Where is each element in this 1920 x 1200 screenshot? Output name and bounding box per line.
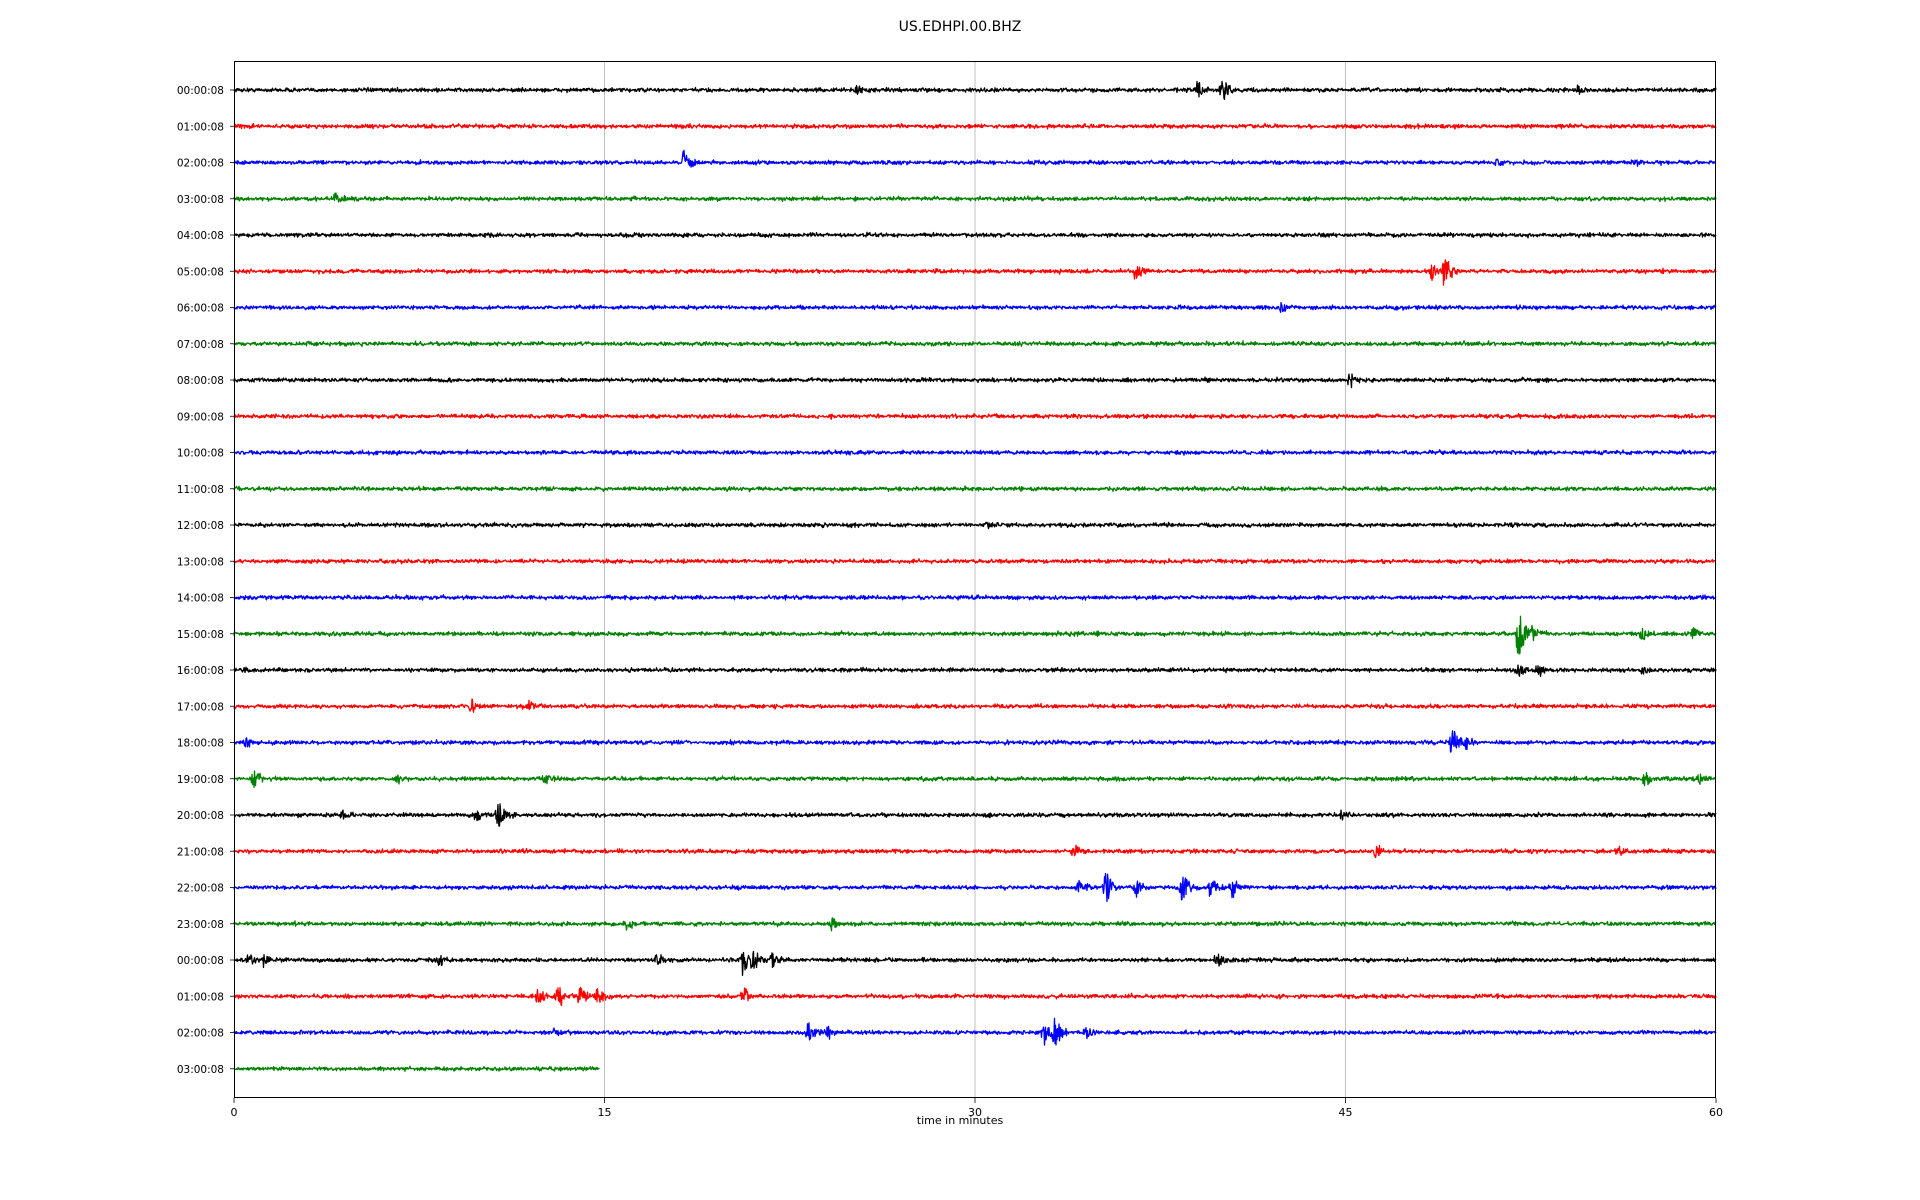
trace-row-15 (233, 615, 1717, 655)
x-axis-label: time in minutes (916, 1114, 1004, 1127)
trace-layer (233, 80, 1717, 1072)
row-label-19: 19:00:08 (177, 774, 224, 786)
trace-row-5 (233, 259, 1717, 286)
trace-row-6 (233, 302, 1717, 313)
trace-row-10 (233, 449, 1717, 456)
trace-row-27 (233, 1065, 600, 1072)
row-label-0: 00:00:08 (177, 85, 224, 97)
row-label-27: 03:00:08 (177, 1064, 224, 1076)
trace-row-14 (233, 594, 1717, 601)
grid-layer (604, 61, 1346, 1098)
trace-row-22 (233, 872, 1717, 903)
trace-row-9 (233, 412, 1717, 420)
row-label-3: 03:00:08 (177, 194, 224, 206)
chart-title: US.EDHPI.00.BHZ (898, 19, 1022, 35)
trace-row-2 (233, 149, 1717, 168)
trace-row-21 (233, 844, 1717, 859)
row-label-17: 17:00:08 (177, 701, 224, 713)
x-tick-label-4: 60 (1709, 1106, 1723, 1119)
trace-row-19 (233, 770, 1717, 789)
trace-row-4 (233, 231, 1717, 239)
row-label-8: 08:00:08 (177, 375, 224, 387)
trace-row-23 (233, 917, 1717, 932)
x-tick-label-3: 45 (1339, 1106, 1353, 1119)
row-label-21: 21:00:08 (177, 846, 224, 858)
row-label-layer: 00:00:08 01:00:08 02:00:08 03:00:08 04:00:08… (177, 85, 234, 1076)
row-label-16: 16:00:08 (177, 665, 224, 677)
row-label-5: 05:00:08 (177, 266, 224, 278)
x-tick-label-2: 30 (968, 1106, 982, 1119)
row-label-12: 12:00:08 (177, 520, 224, 532)
trace-row-8 (233, 373, 1717, 389)
plot-frame (234, 61, 1716, 1098)
row-label-26: 02:00:08 (177, 1028, 224, 1040)
trace-row-7 (233, 340, 1717, 348)
row-label-2: 02:00:08 (177, 158, 224, 170)
row-label-24: 00:00:08 (177, 955, 224, 967)
row-label-1: 01:00:08 (177, 121, 224, 133)
row-label-10: 10:00:08 (177, 448, 224, 460)
row-label-9: 09:00:08 (177, 411, 224, 423)
row-label-20: 20:00:08 (177, 810, 224, 822)
x-tick-label-0: 0 (231, 1106, 238, 1119)
trace-row-13 (233, 557, 1717, 565)
row-label-18: 18:00:08 (177, 738, 224, 750)
row-label-7: 07:00:08 (177, 339, 224, 351)
row-label-13: 13:00:08 (177, 556, 224, 568)
row-label-4: 04:00:08 (177, 230, 224, 242)
row-label-22: 22:00:08 (177, 883, 224, 895)
trace-row-16 (233, 664, 1717, 678)
trace-row-1 (233, 122, 1717, 130)
row-label-25: 01:00:08 (177, 991, 224, 1003)
x-tick-label-1: 15 (598, 1106, 612, 1119)
trace-row-25 (233, 986, 1717, 1007)
trace-row-17 (233, 698, 1717, 713)
row-label-11: 11:00:08 (177, 484, 224, 496)
row-label-23: 23:00:08 (177, 919, 224, 931)
trace-row-24 (233, 950, 1717, 977)
trace-row-11 (233, 485, 1717, 493)
trace-row-0 (233, 80, 1717, 100)
row-label-14: 14:00:08 (177, 593, 224, 605)
x-tick-layer: 0 15 30 45 60 (231, 1098, 1723, 1119)
trace-row-12 (233, 521, 1717, 530)
trace-row-3 (233, 192, 1717, 203)
row-label-6: 06:00:08 (177, 303, 224, 315)
trace-row-26 (233, 1017, 1717, 1046)
row-label-15: 15:00:08 (177, 629, 224, 641)
trace-row-20 (233, 803, 1717, 827)
trace-row-18 (233, 730, 1717, 753)
